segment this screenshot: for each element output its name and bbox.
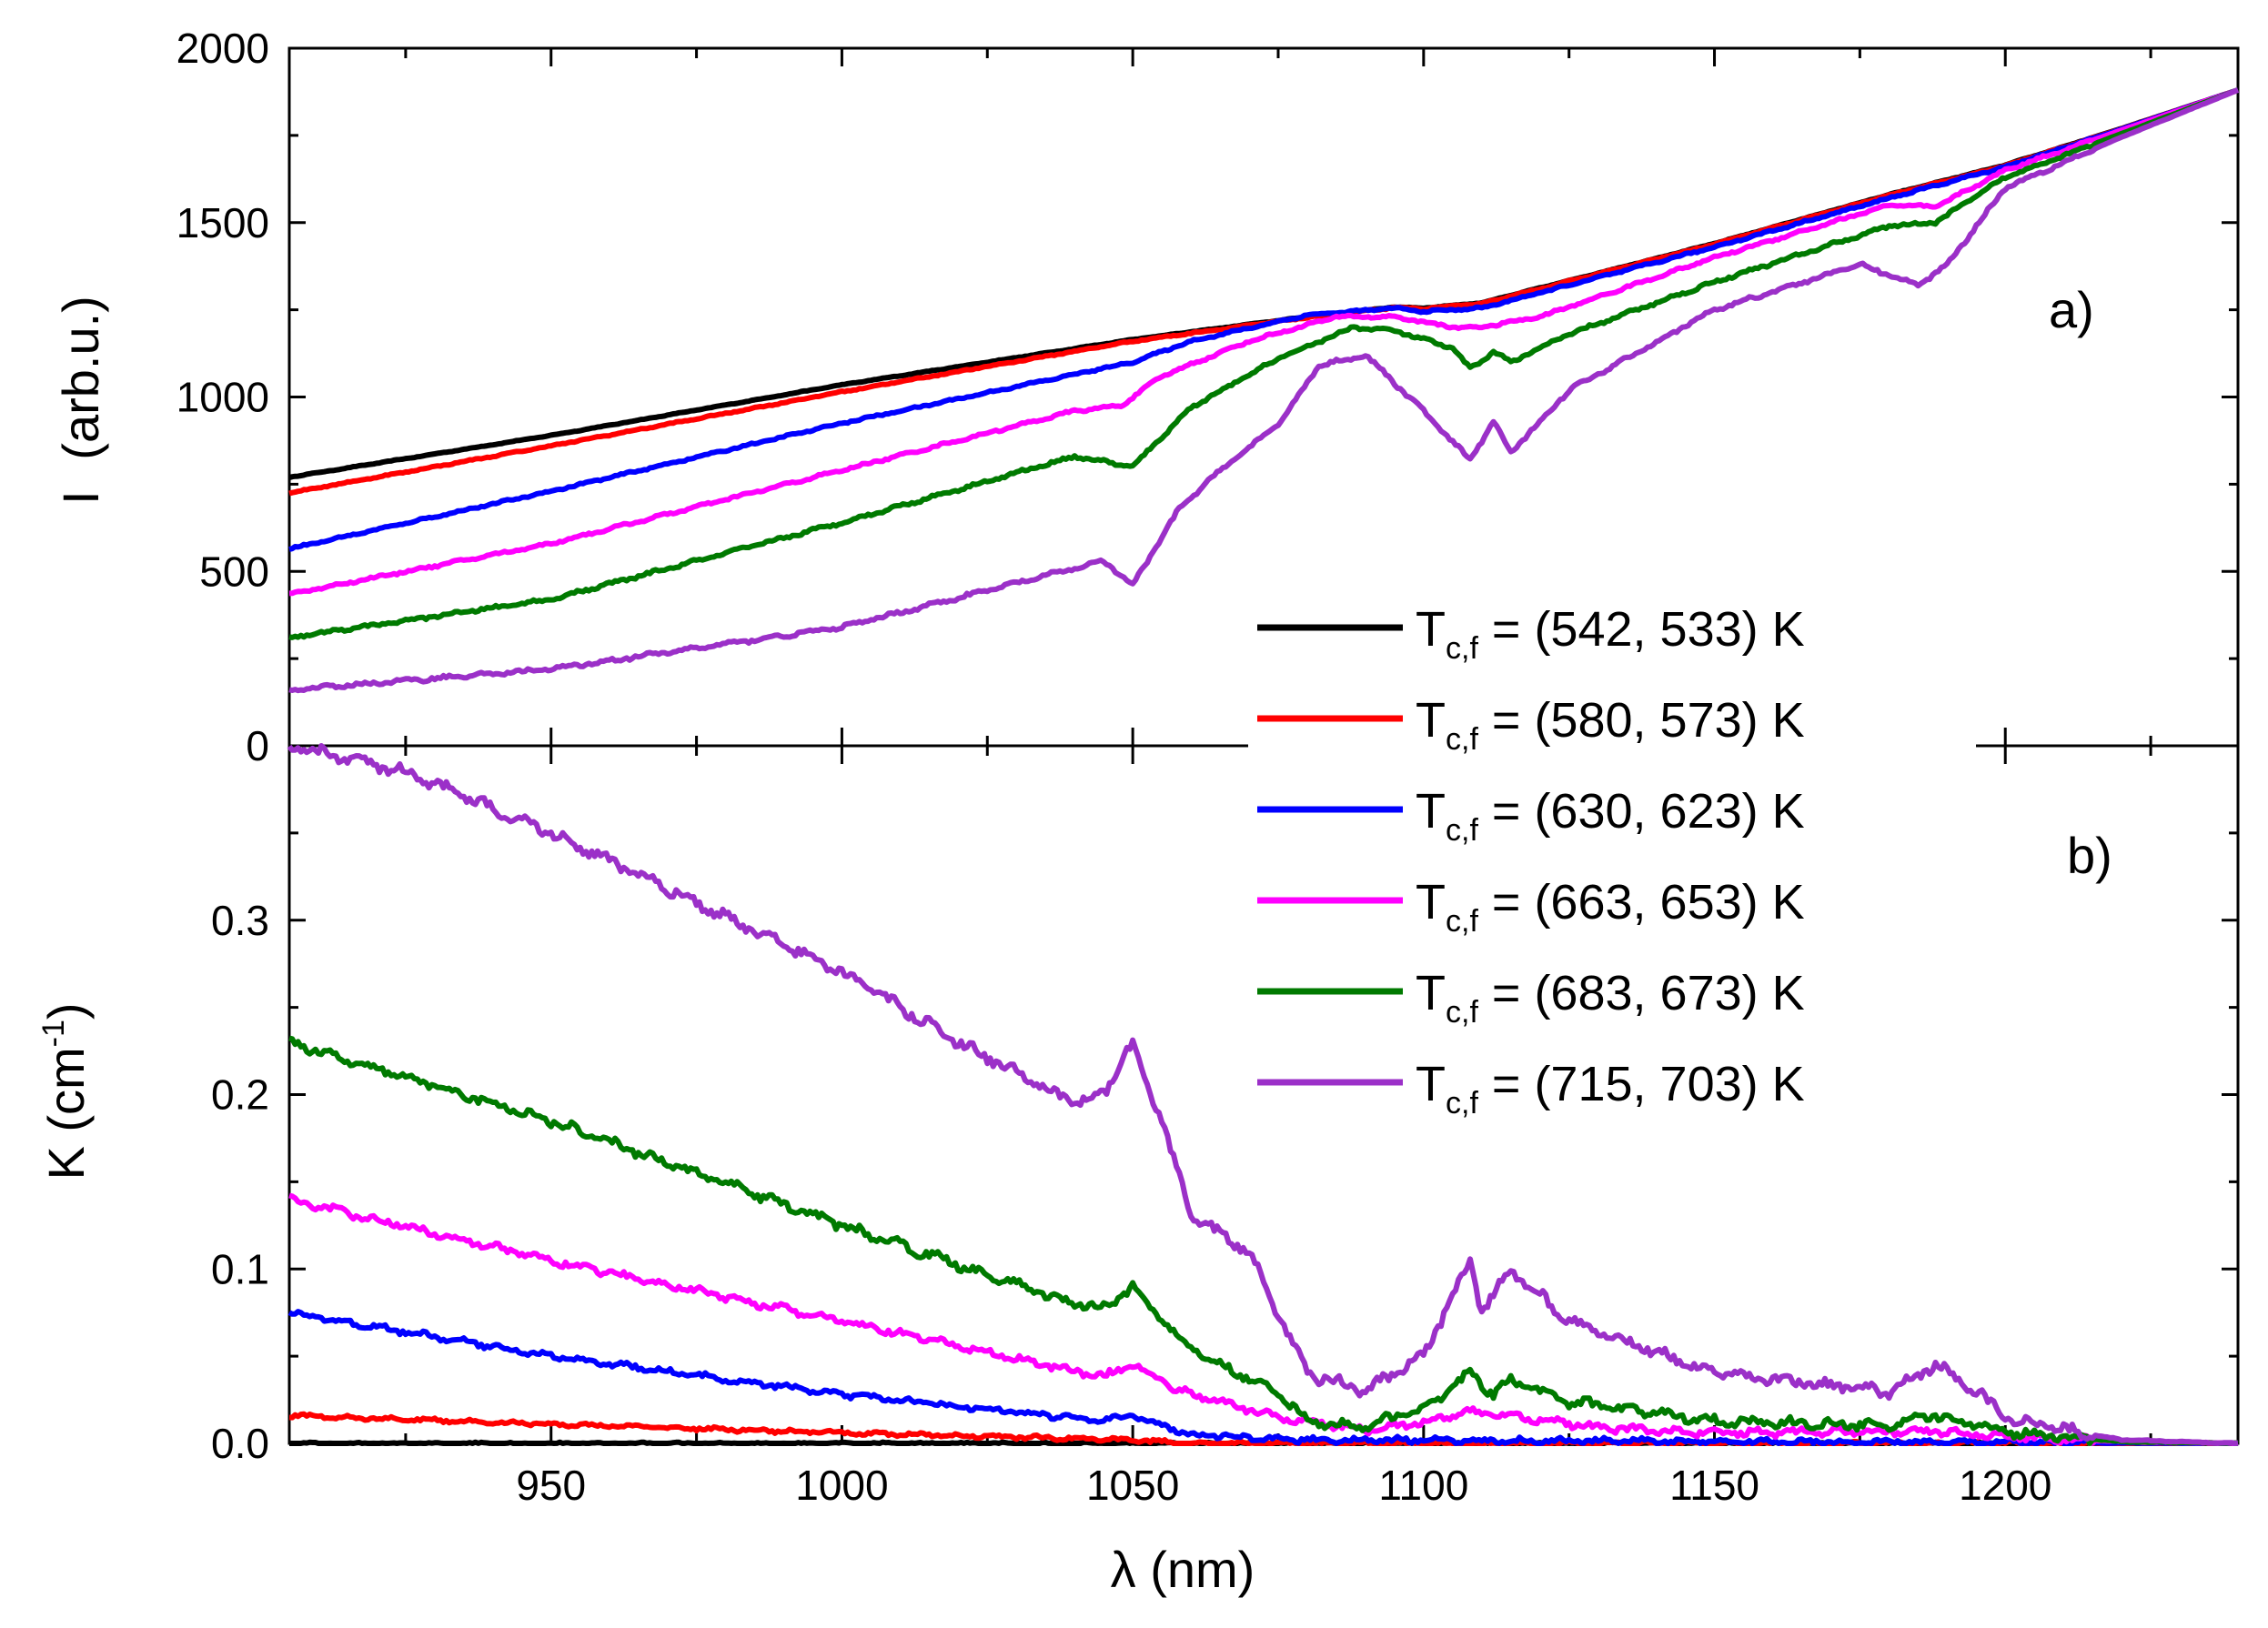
panel-a-y-axis-title: I (arb.u.): [52, 296, 109, 505]
series-line-5: [288, 87, 2239, 640]
panel-b-series: [287, 743, 2239, 1446]
legend-label: Tc,f = (542, 533) K: [1416, 602, 1805, 666]
y-tick-label: 0.3: [211, 897, 269, 944]
legend-label: Tc,f = (715, 703) K: [1416, 1057, 1805, 1121]
panel-a-y-axis-symbol: I: [52, 490, 109, 505]
x-axis-title: λ (nm): [1111, 1541, 1255, 1598]
x-tick-label: 1100: [1378, 1462, 1468, 1509]
panel-b-y-axis-title: K (cm-1): [36, 1002, 95, 1180]
series-line-6: [287, 743, 2239, 1446]
legend: Tc,f = (542, 533) K Tc,f = (580, 573) K Tc…: [1257, 602, 1805, 1121]
panel-a-series: [288, 87, 2240, 694]
series-line-3: [287, 1309, 2239, 1446]
y-tick-label: 0.2: [211, 1071, 269, 1119]
series-line-3: [288, 87, 2239, 552]
panel-a-label: a): [2049, 281, 2094, 338]
legend-label: Tc,f = (683, 673) K: [1416, 966, 1805, 1030]
y-tick-label: 0.0: [211, 1420, 269, 1467]
series-line-1: [288, 87, 2239, 480]
legend-box: [1248, 596, 1976, 1141]
series-line-6: [288, 87, 2240, 694]
x-tick-label: 1200: [1959, 1462, 2051, 1509]
legend-label: Tc,f = (580, 573) K: [1416, 693, 1805, 757]
x-tick-label: 950: [516, 1462, 586, 1509]
panel-b-y-axis-sup: -1: [36, 1020, 71, 1047]
panel-b-label: b): [2067, 827, 2112, 884]
panel-b-y-axis-main: K (cm: [37, 1047, 95, 1180]
panel-a-y-axis-unit: (arb.u.): [52, 296, 109, 460]
legend-label: Tc,f = (630, 623) K: [1416, 784, 1805, 848]
x-tick-label: 1150: [1669, 1462, 1759, 1509]
x-tick-label: 1000: [795, 1462, 888, 1509]
y-tick-label: 0: [246, 722, 269, 769]
x-tick-label: 1050: [1086, 1462, 1179, 1509]
panel-b-y-axis-close: ): [37, 1002, 95, 1020]
series-line-5: [288, 1035, 2239, 1446]
y-tick-label: 1000: [176, 374, 269, 421]
series-line-4: [288, 1192, 2238, 1446]
y-tick-label: 0.1: [211, 1245, 269, 1292]
series-line-4: [288, 87, 2240, 597]
legend-label: Tc,f = (663, 653) K: [1416, 875, 1805, 939]
y-tick-label: 500: [199, 548, 269, 595]
y-tick-label: 1500: [176, 199, 269, 246]
panel-a-ticks: 0 500 1000 1500 2000: [176, 25, 2238, 769]
y-tick-label: 2000: [176, 25, 269, 72]
panel-b-ticks: 0.0 0.1 0.2 0.3 950 1000 1050 1100 1150 1200: [211, 746, 2238, 1509]
